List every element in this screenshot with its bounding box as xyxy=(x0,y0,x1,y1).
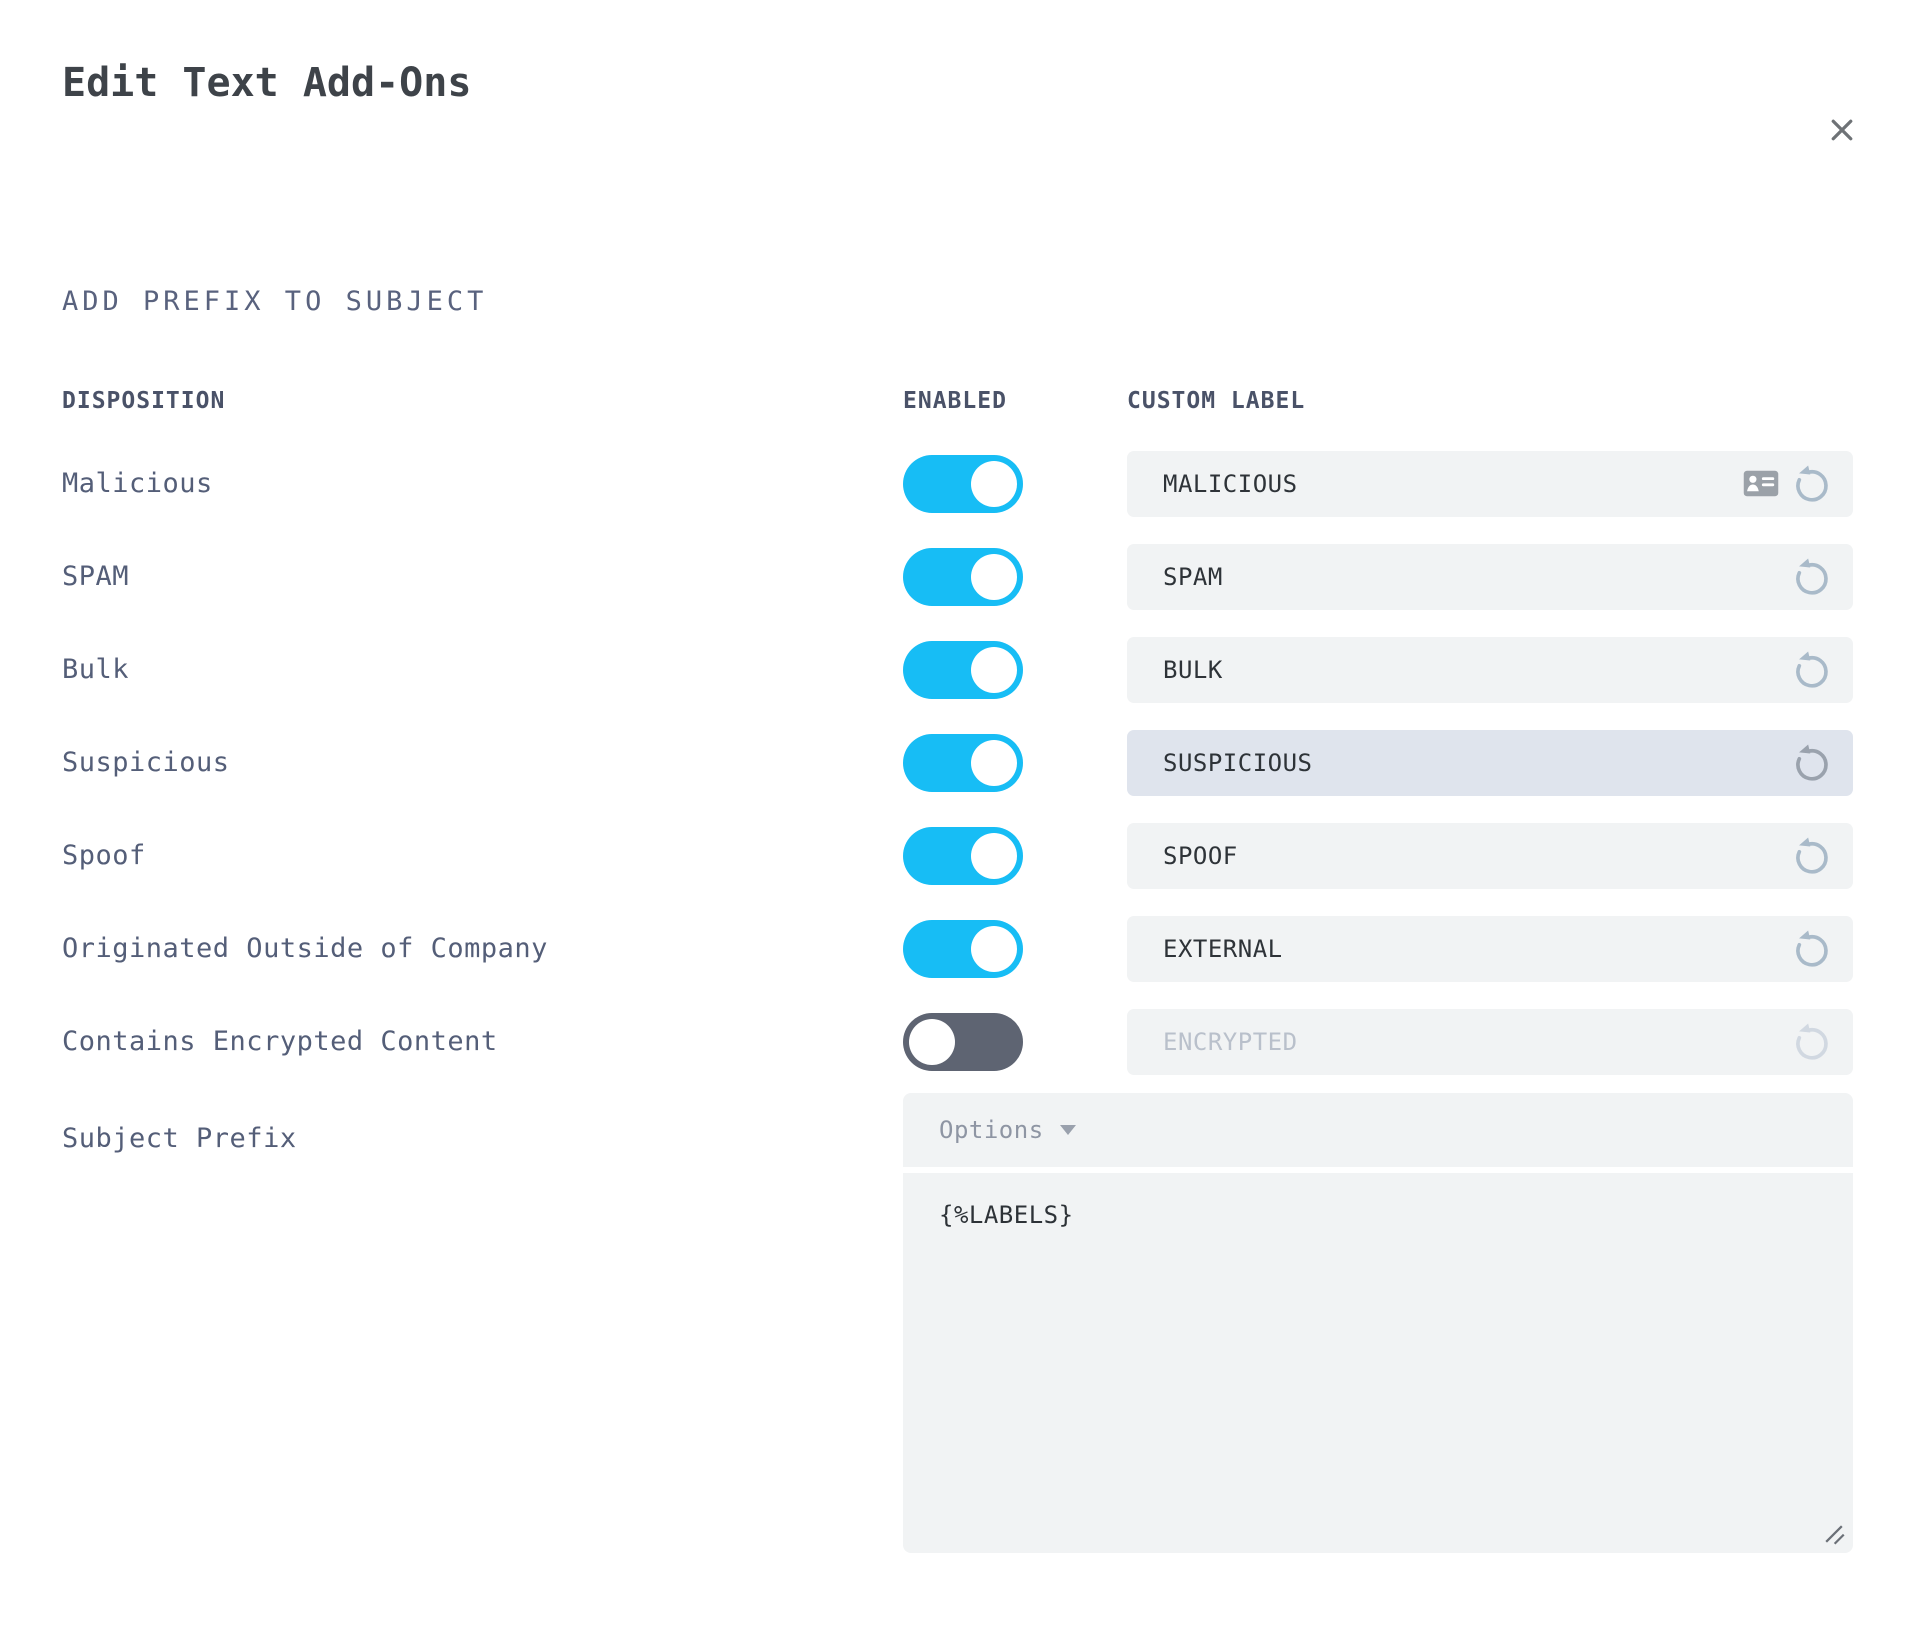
disposition-label: SPAM xyxy=(62,561,130,592)
disposition-row: Suspicious SUSPICIOUS xyxy=(62,716,1853,809)
disposition-row: Bulk BULK xyxy=(62,623,1853,716)
disposition-row: Contains Encrypted Content ENCRYPTED xyxy=(62,995,1853,1088)
undo-reset-icon[interactable] xyxy=(1791,463,1833,505)
disposition-row: Originated Outside of Company EXTERNAL xyxy=(62,902,1853,995)
toggle-cell xyxy=(903,547,1127,606)
field-icons xyxy=(1791,1021,1833,1063)
toggle-cell xyxy=(903,826,1127,885)
caret-down-icon xyxy=(1059,1125,1076,1135)
dialog-title: Edit Text Add-Ons xyxy=(62,60,472,106)
undo-reset-icon[interactable] xyxy=(1791,556,1833,598)
disposition-label: Originated Outside of Company xyxy=(62,933,548,964)
disposition-label: Bulk xyxy=(62,654,130,685)
undo-reset-icon[interactable] xyxy=(1791,835,1833,877)
toggle-knob xyxy=(971,832,1017,879)
custom-label-field[interactable]: EXTERNAL xyxy=(1127,915,1853,982)
toggle-knob xyxy=(971,739,1017,786)
disposition-row: SPAM SPAM xyxy=(62,530,1853,623)
custom-label-value: BULK xyxy=(1163,655,1223,684)
custom-label-value: EXTERNAL xyxy=(1163,934,1283,963)
custom-label-value: MALICIOUS xyxy=(1163,469,1298,498)
column-header-disposition: DISPOSITION xyxy=(62,388,226,414)
enabled-toggle[interactable] xyxy=(903,919,1023,978)
subject-prefix-editor: Options {%LABELS} xyxy=(903,1093,1853,1553)
disposition-row: Malicious MALICIOUS xyxy=(62,437,1853,530)
custom-label-field[interactable]: MALICIOUS xyxy=(1127,450,1853,517)
close-icon xyxy=(1831,119,1853,141)
disposition-label: Spoof xyxy=(62,840,146,871)
custom-label-field[interactable]: SUSPICIOUS xyxy=(1127,729,1853,796)
toggle-cell xyxy=(903,919,1127,978)
toggle-knob xyxy=(971,646,1017,693)
options-dropdown-label: Options xyxy=(939,1116,1044,1144)
custom-label-value: SUSPICIOUS xyxy=(1163,748,1313,777)
enabled-toggle[interactable] xyxy=(903,733,1023,792)
enabled-toggle[interactable] xyxy=(903,1012,1023,1071)
undo-reset-icon[interactable] xyxy=(1791,649,1833,691)
custom-label-field[interactable]: SPAM xyxy=(1127,543,1853,610)
contact-card-icon[interactable] xyxy=(1743,470,1779,497)
custom-label-value: SPOOF xyxy=(1163,841,1238,870)
custom-label-field[interactable]: BULK xyxy=(1127,636,1853,703)
subject-prefix-row: Subject Prefix Options {%LABELS} xyxy=(62,1093,1853,1553)
disposition-label: Contains Encrypted Content xyxy=(62,1026,498,1057)
column-header-custom-label: CUSTOM LABEL xyxy=(1127,388,1306,414)
custom-label-field[interactable]: ENCRYPTED xyxy=(1127,1008,1853,1075)
table-header: DISPOSITION ENABLED CUSTOM LABEL xyxy=(62,387,1853,415)
field-icons xyxy=(1791,649,1833,691)
toggle-cell xyxy=(903,640,1127,699)
toggle-knob xyxy=(971,460,1017,507)
edit-text-addons-dialog: Edit Text Add-Ons ADD PREFIX TO SUBJECT … xyxy=(0,60,1908,1650)
undo-reset-icon[interactable] xyxy=(1791,928,1833,970)
toggle-cell xyxy=(903,733,1127,792)
undo-reset-icon[interactable] xyxy=(1791,742,1833,784)
field-icons xyxy=(1791,556,1833,598)
undo-reset-icon[interactable] xyxy=(1791,1021,1833,1063)
options-dropdown[interactable]: Options xyxy=(903,1093,1853,1167)
column-header-enabled: ENABLED xyxy=(903,388,1007,414)
field-icons xyxy=(1791,835,1833,877)
field-icons xyxy=(1743,463,1833,505)
toggle-knob xyxy=(971,553,1017,600)
enabled-toggle[interactable] xyxy=(903,454,1023,513)
subject-prefix-label: Subject Prefix xyxy=(62,1123,297,1154)
resize-handle-icon[interactable] xyxy=(1821,1521,1847,1547)
enabled-toggle[interactable] xyxy=(903,826,1023,885)
enabled-toggle[interactable] xyxy=(903,547,1023,606)
toggle-cell xyxy=(903,1012,1127,1071)
custom-label-value: ENCRYPTED xyxy=(1163,1027,1298,1056)
field-icons xyxy=(1791,928,1833,970)
toggle-knob xyxy=(971,925,1017,972)
section-heading: ADD PREFIX TO SUBJECT xyxy=(62,286,488,317)
toggle-knob xyxy=(909,1018,955,1065)
toggle-cell xyxy=(903,454,1127,513)
disposition-rows: Malicious MALICIOUS xyxy=(62,437,1853,1088)
field-icons xyxy=(1791,742,1833,784)
close-button[interactable] xyxy=(1820,108,1864,152)
disposition-label: Malicious xyxy=(62,468,213,499)
custom-label-field[interactable]: SPOOF xyxy=(1127,822,1853,889)
enabled-toggle[interactable] xyxy=(903,640,1023,699)
subject-prefix-textarea[interactable]: {%LABELS} xyxy=(903,1173,1853,1553)
disposition-label: Suspicious xyxy=(62,747,230,778)
custom-label-value: SPAM xyxy=(1163,562,1223,591)
disposition-row: Spoof SPOOF xyxy=(62,809,1853,902)
